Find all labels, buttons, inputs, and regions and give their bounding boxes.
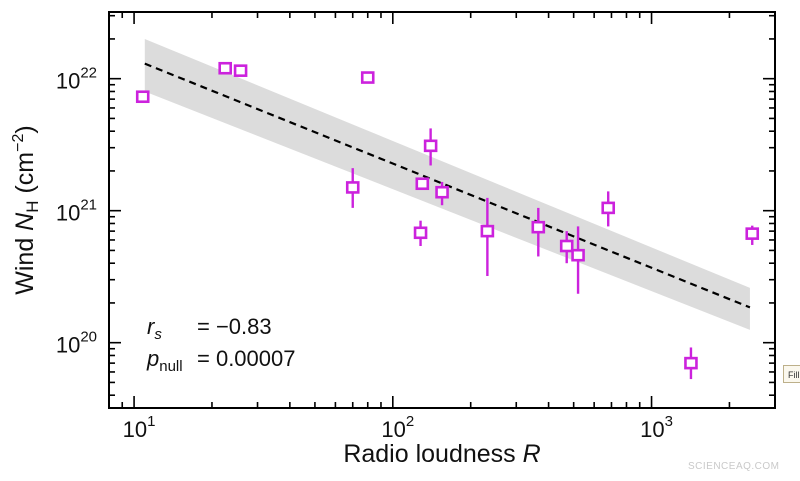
data-point-14	[684, 356, 698, 370]
y-tick-label-1e21: 1021	[56, 197, 97, 226]
y-axis-title: Wind NH (cm−2)	[10, 125, 42, 294]
rs-annotation: rs	[147, 314, 162, 343]
data-point-15	[745, 227, 760, 240]
data-point-9	[480, 224, 495, 238]
data-point-7	[423, 139, 438, 153]
x-tick-label-10: 101	[123, 413, 156, 442]
data-point-3	[345, 181, 360, 194]
plot-frame	[108, 11, 776, 409]
data-point-4	[360, 71, 375, 84]
x-tick-label-100: 102	[381, 413, 414, 442]
pnull-annotation: pnull	[146, 346, 183, 375]
pnull-value: = 0.00007	[197, 346, 295, 371]
data-point-13	[601, 201, 616, 215]
x-tick-label-1000: 103	[640, 413, 673, 442]
fit-line	[144, 62, 751, 309]
data-point-11	[559, 239, 574, 253]
data-point-0	[135, 90, 150, 104]
watermark: SCIENCEAQ.COM	[688, 461, 780, 472]
data-point-5	[413, 226, 428, 240]
data-point-2	[233, 64, 248, 77]
data-points	[135, 61, 760, 380]
y-tick-label-1e22: 1022	[56, 65, 97, 94]
data-point-6	[415, 177, 430, 191]
rs-value: = −0.83	[197, 314, 272, 339]
data-point-10	[531, 220, 546, 234]
y-tick-label-1e20: 1020	[56, 329, 97, 358]
data-point-1	[218, 61, 232, 75]
data-point-8	[435, 185, 449, 199]
fill-tab[interactable]: Fill	[783, 365, 800, 383]
data-point-12	[571, 248, 585, 262]
x-axis-title: Radio loudness R	[343, 440, 540, 468]
